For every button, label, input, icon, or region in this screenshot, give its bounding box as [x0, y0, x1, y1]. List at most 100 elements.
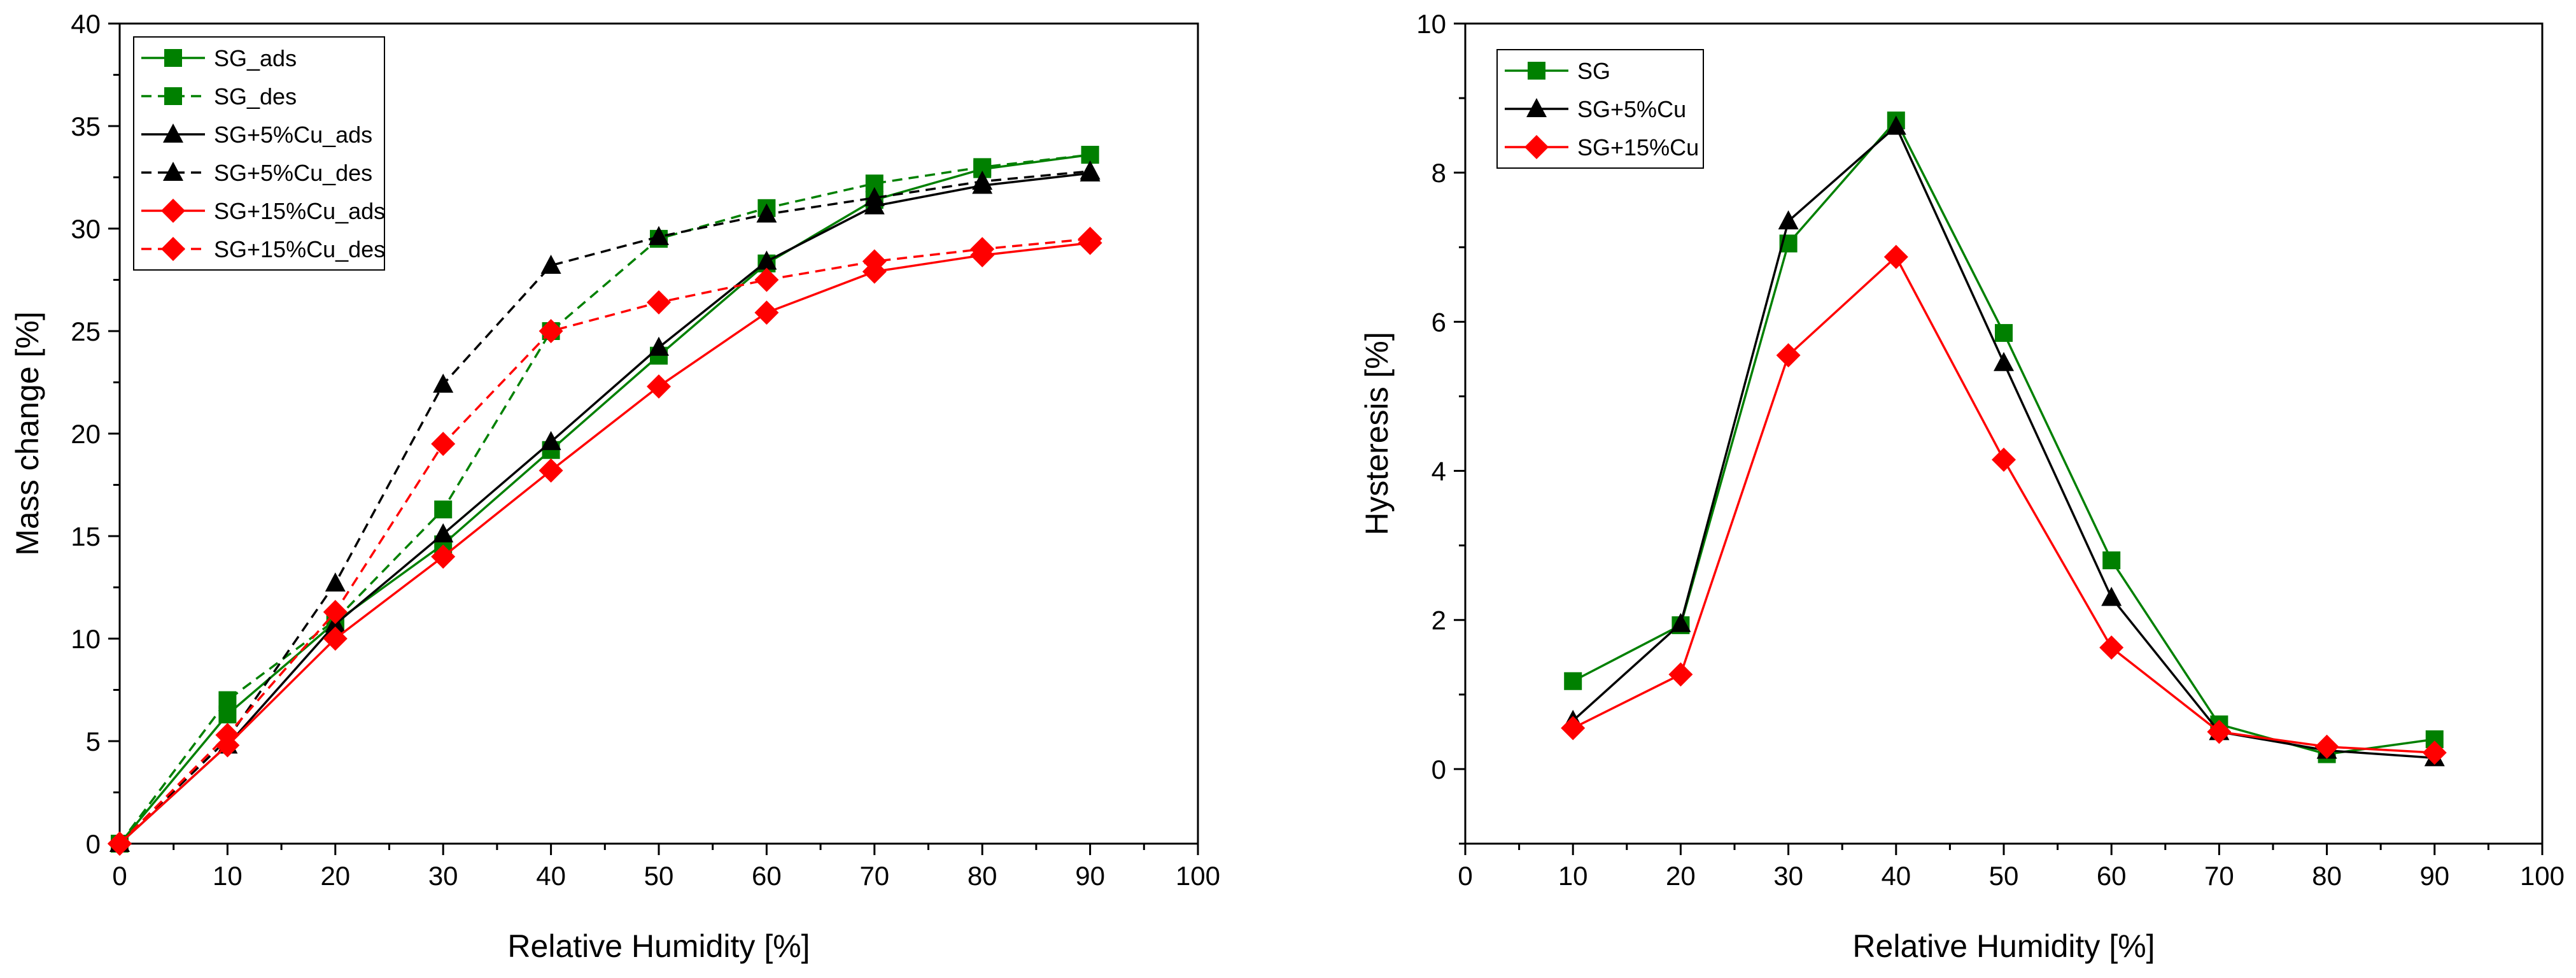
y-tick-label: 0	[86, 829, 101, 859]
x-tick-label: 70	[859, 861, 889, 891]
data-point-sg-15-cu-des	[431, 432, 456, 457]
data-point-sg	[2102, 551, 2121, 570]
data-point-sg-5-cu-des	[864, 187, 885, 206]
x-tick-label: 80	[968, 861, 997, 891]
y-tick-label: 10	[71, 624, 101, 654]
data-point-sg-5-cu	[1994, 351, 2014, 371]
data-point-sg-5-cu-ads	[540, 430, 561, 450]
x-tick-label: 100	[1176, 861, 1220, 891]
data-point-sg-15-cu	[1561, 716, 1586, 741]
series-line-sg-5-cu	[1572, 124, 2435, 760]
data-point-sg-15-cu	[1992, 447, 2016, 472]
x-axis-title: Relative Humidity [%]	[1852, 928, 2155, 964]
legend-marker-sg-15-cu-des	[161, 237, 185, 261]
data-point-sg-15-cu-ads	[323, 627, 348, 651]
data-point-sg-15-cu-des	[538, 319, 563, 343]
data-point-sg-15-cu-des	[1078, 227, 1102, 252]
data-point-sg-15-cu-des	[862, 249, 887, 274]
x-tick-label: 100	[2520, 861, 2565, 891]
y-tick-label: 40	[71, 9, 101, 39]
y-tick-label: 30	[71, 214, 101, 244]
series-line-sg-15-cu-ads	[118, 241, 1090, 845]
x-tick-label: 30	[428, 861, 458, 891]
x-tick-label: 20	[320, 861, 350, 891]
data-point-sg-5-cu-des	[649, 225, 669, 245]
data-point-sg-15-cu-des	[323, 600, 348, 625]
data-point-sg-5-cu-ads	[433, 523, 454, 542]
data-point-sg-5-cu-des	[540, 254, 561, 274]
legend-marker-sg-15-cu-ads	[161, 199, 185, 223]
series-sg-5-cu	[1563, 115, 2445, 767]
y-tick-label: 20	[71, 419, 101, 449]
series-line-sg	[1572, 118, 2435, 756]
data-point-sg-5-cu-ads	[756, 250, 777, 270]
data-point-sg-15-cu	[2099, 635, 2124, 660]
legend-label-sg: SG	[1577, 58, 1610, 84]
y-tick-label: 35	[71, 111, 101, 141]
x-tick-label: 50	[644, 861, 674, 891]
series-sg-15-cu-ads	[108, 230, 1102, 856]
data-point-sg-5-cu-des	[756, 203, 777, 223]
data-point-sg-5-cu-des	[972, 170, 993, 190]
legend-marker-sg-15-cu	[1524, 135, 1549, 159]
legend-marker-sg-5-cu	[1526, 98, 1547, 117]
x-tick-label: 60	[752, 861, 782, 891]
series-line-sg-15-cu-des	[118, 237, 1090, 845]
x-tick-label: 10	[1558, 861, 1588, 891]
y-tick-label: 8	[1432, 158, 1446, 188]
data-point-sg-5-cu	[1885, 115, 1906, 135]
x-tick-label: 10	[213, 861, 243, 891]
data-point-sg-15-cu	[2314, 734, 2339, 759]
x-tick-label: 90	[1075, 861, 1105, 891]
legend-label-sg-5-cu: SG+5%Cu	[1577, 96, 1686, 122]
legend: SG_ads SG_des SG+5%Cu_ads SG+5%Cu_des SG+15%…	[133, 36, 385, 271]
legend-marker-sg-5-cu-ads	[163, 124, 183, 143]
x-tick-label: 40	[1881, 861, 1911, 891]
x-tick-label: 70	[2204, 861, 2234, 891]
y-tick-label: 5	[86, 726, 101, 756]
series-sg-15-cu-des	[108, 227, 1102, 856]
hysteresis-chart: 0 10 20 30 40 50 60 70 80 90 100 0 2 4 6 8 10 Relative Hu…	[1359, 9, 2565, 964]
legend-label-sg-15-cu-des: SG+15%Cu_des	[214, 236, 385, 262]
data-point-sg-5-cu	[1778, 210, 1799, 230]
data-point-sg-5-cu-ads	[649, 336, 669, 356]
data-point-sg-15-cu-des	[215, 723, 240, 748]
legend-box	[133, 36, 385, 271]
data-point-sg-15-cu-ads	[754, 301, 779, 325]
legend-marker-sg-ads	[164, 49, 182, 67]
data-point-sg-5-cu-des	[1080, 160, 1101, 180]
x-tick-label: 30	[1773, 861, 1803, 891]
x-axis-title: Relative Humidity [%]	[507, 928, 810, 964]
y-tick-label: 2	[1432, 606, 1446, 635]
y-tick-label: 6	[1432, 307, 1446, 337]
data-point-sg-des	[218, 691, 237, 709]
legend-label-sg-5-cu-ads: SG+5%Cu_ads	[214, 122, 372, 148]
legend-marker-sg-des	[164, 87, 182, 105]
data-point-sg-15-cu-des	[108, 832, 132, 856]
legend-label-sg-15-cu-ads: SG+15%Cu_ads	[214, 198, 385, 224]
data-point-sg-15-cu-ads	[647, 374, 671, 399]
legend-marker-sg-5-cu-des	[163, 162, 183, 181]
data-point-sg	[1995, 323, 2013, 342]
series-sg	[1564, 111, 2444, 763]
data-point-sg-15-cu	[1668, 662, 1693, 687]
mass-change-chart: 0 10 20 30 40 50 60 70 80 90 100 0 5 10 15 20 25 30 35 40 Re…	[10, 9, 1220, 964]
legend: SG SG+5%Cu SG+15%Cu	[1496, 49, 1704, 169]
series-line-sg-5-cu-ads	[118, 172, 1090, 845]
data-point-sg	[1564, 672, 1582, 690]
x-tick-label: 20	[1666, 861, 1696, 891]
x-tick-label: 80	[2312, 861, 2342, 891]
data-point-sg-5-cu-des	[325, 572, 346, 592]
data-point-sg-15-cu	[1776, 343, 1801, 368]
x-tick-label: 0	[1458, 861, 1472, 891]
x-tick-label: 40	[536, 861, 566, 891]
data-point-sg-15-cu	[2422, 741, 2447, 765]
legend-label-sg-15-cu: SG+15%Cu	[1577, 134, 1699, 160]
x-tick-label: 90	[2419, 861, 2449, 891]
y-tick-label: 0	[1432, 755, 1446, 784]
legend-label-sg-5-cu-des: SG+5%Cu_des	[214, 160, 372, 186]
x-tick-label: 60	[2097, 861, 2127, 891]
y-axis-title: Hysteresis [%]	[1359, 332, 1395, 535]
y-axis-title: Mass change [%]	[10, 311, 45, 556]
